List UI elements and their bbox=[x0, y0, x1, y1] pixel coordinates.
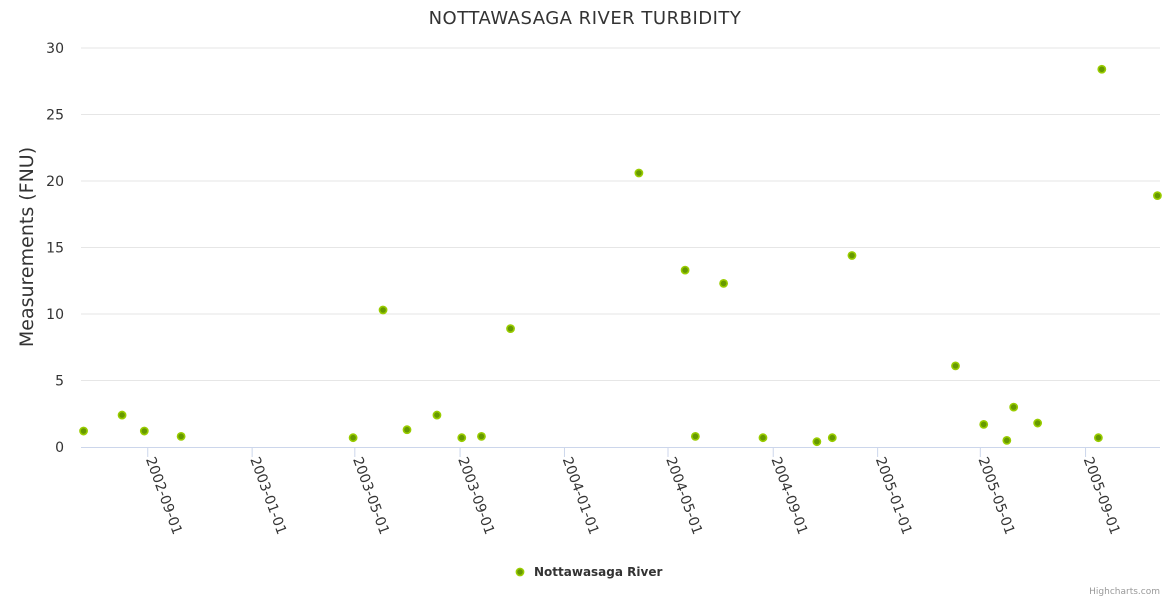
y-grid-lines bbox=[81, 47, 1160, 381]
y-axis-ticks: 0 5 10 15 20 25 30 bbox=[46, 41, 64, 456]
y-tick-label: 25 bbox=[46, 108, 64, 124]
x-tick-label: 2004-05-01 bbox=[662, 455, 705, 537]
x-tick-label: 2005-05-01 bbox=[975, 455, 1018, 537]
data-point[interactable] bbox=[378, 305, 388, 315]
y-tick-label: 20 bbox=[46, 174, 64, 190]
data-point[interactable] bbox=[79, 426, 88, 436]
legend-marker bbox=[515, 567, 525, 577]
credits-link[interactable]: Highcharts.com bbox=[1089, 587, 1160, 597]
legend-label[interactable]: Nottawasaga River bbox=[534, 565, 662, 579]
x-axis-ticks: 2002-09-01 2003-01-01 2003-05-01 2003-09-01… bbox=[142, 447, 1123, 537]
x-tick-label: 2005-09-01 bbox=[1080, 455, 1123, 537]
data-point[interactable] bbox=[506, 324, 515, 334]
data-point[interactable] bbox=[1153, 191, 1162, 201]
data-point[interactable] bbox=[477, 431, 486, 441]
data-point[interactable] bbox=[176, 431, 186, 441]
data-point[interactable] bbox=[139, 426, 149, 436]
data-point[interactable] bbox=[812, 437, 822, 447]
data-point[interactable] bbox=[979, 419, 989, 429]
data-point[interactable] bbox=[1093, 433, 1103, 443]
data-point[interactable] bbox=[1009, 402, 1019, 412]
y-tick-label: 30 bbox=[46, 41, 64, 57]
y-tick-label: 10 bbox=[46, 307, 64, 323]
data-point[interactable] bbox=[348, 433, 358, 443]
data-point[interactable] bbox=[402, 425, 412, 435]
y-tick-label: 15 bbox=[46, 241, 64, 257]
data-point[interactable] bbox=[1097, 64, 1107, 74]
x-tick-label: 2004-09-01 bbox=[767, 455, 810, 537]
data-point[interactable] bbox=[1033, 418, 1043, 428]
x-tick-label: 2003-05-01 bbox=[349, 455, 392, 537]
legend[interactable]: Nottawasaga River bbox=[515, 565, 662, 579]
y-tick-label: 5 bbox=[55, 374, 64, 390]
data-point[interactable] bbox=[719, 279, 729, 288]
data-points bbox=[79, 64, 1162, 447]
data-point[interactable] bbox=[758, 433, 768, 443]
data-point[interactable] bbox=[847, 251, 857, 260]
x-tick-label: 2002-09-01 bbox=[142, 455, 185, 537]
data-point[interactable] bbox=[117, 410, 127, 420]
x-tick-label: 2005-01-01 bbox=[872, 455, 915, 537]
data-point[interactable] bbox=[1002, 435, 1012, 445]
data-point[interactable] bbox=[457, 433, 467, 443]
y-tick-label: 0 bbox=[55, 440, 64, 456]
data-point[interactable] bbox=[634, 168, 644, 178]
data-point[interactable] bbox=[690, 431, 700, 441]
x-tick-label: 2004-01-01 bbox=[559, 455, 602, 537]
data-point[interactable] bbox=[951, 361, 960, 371]
data-point[interactable] bbox=[680, 265, 690, 275]
chart-title: NOTTAWASAGA RIVER TURBIDITY bbox=[429, 8, 742, 29]
y-axis-label: Measurements (FNU) bbox=[16, 147, 38, 347]
x-tick-label: 2003-09-01 bbox=[454, 455, 497, 537]
data-point[interactable] bbox=[432, 410, 442, 420]
data-point[interactable] bbox=[827, 433, 837, 443]
x-tick-label: 2003-01-01 bbox=[246, 455, 289, 537]
